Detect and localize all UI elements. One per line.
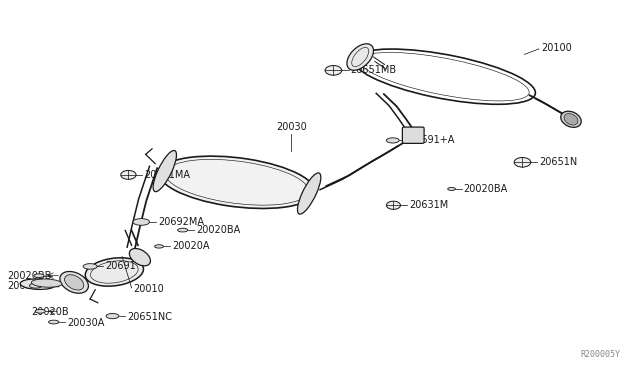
Text: 20651NC: 20651NC	[127, 312, 172, 322]
Text: 20020BA: 20020BA	[196, 225, 241, 235]
Ellipse shape	[159, 156, 315, 208]
Ellipse shape	[31, 279, 62, 287]
Ellipse shape	[106, 314, 119, 319]
Ellipse shape	[298, 173, 321, 214]
Ellipse shape	[60, 272, 88, 293]
Text: 20030A: 20030A	[68, 318, 105, 328]
Ellipse shape	[29, 283, 42, 288]
Ellipse shape	[35, 310, 45, 313]
Text: 20691: 20691	[7, 281, 38, 291]
Text: 20030: 20030	[276, 122, 307, 132]
Text: 20020B: 20020B	[31, 307, 69, 317]
Text: 20020BB: 20020BB	[7, 271, 51, 281]
Ellipse shape	[561, 111, 581, 127]
Circle shape	[514, 157, 531, 167]
Ellipse shape	[85, 258, 143, 286]
Ellipse shape	[564, 113, 578, 125]
Ellipse shape	[155, 245, 164, 248]
Ellipse shape	[177, 228, 188, 232]
Ellipse shape	[153, 150, 177, 192]
Text: 20692MA: 20692MA	[158, 217, 204, 227]
Text: 20631M: 20631M	[410, 200, 449, 210]
Text: 20100: 20100	[541, 43, 572, 53]
Text: 20651MA: 20651MA	[145, 170, 190, 180]
Text: 20691: 20691	[105, 262, 136, 272]
Text: 20020A: 20020A	[172, 241, 209, 251]
Text: 20651N: 20651N	[539, 157, 577, 167]
Circle shape	[387, 201, 401, 209]
Circle shape	[325, 65, 342, 75]
Ellipse shape	[65, 275, 84, 290]
Ellipse shape	[129, 248, 150, 266]
FancyBboxPatch shape	[403, 127, 424, 143]
Ellipse shape	[133, 219, 150, 225]
Ellipse shape	[387, 138, 399, 143]
Ellipse shape	[448, 187, 456, 190]
Circle shape	[121, 170, 136, 179]
Text: R200005Y: R200005Y	[580, 350, 620, 359]
Text: 20010: 20010	[134, 284, 164, 294]
Ellipse shape	[34, 274, 44, 278]
Ellipse shape	[20, 279, 55, 289]
Text: 20020BA: 20020BA	[464, 184, 508, 194]
Text: 20651MB: 20651MB	[351, 65, 397, 76]
Ellipse shape	[49, 320, 59, 324]
Ellipse shape	[347, 44, 374, 70]
Text: 20691+A: 20691+A	[409, 135, 454, 145]
Ellipse shape	[83, 264, 97, 269]
